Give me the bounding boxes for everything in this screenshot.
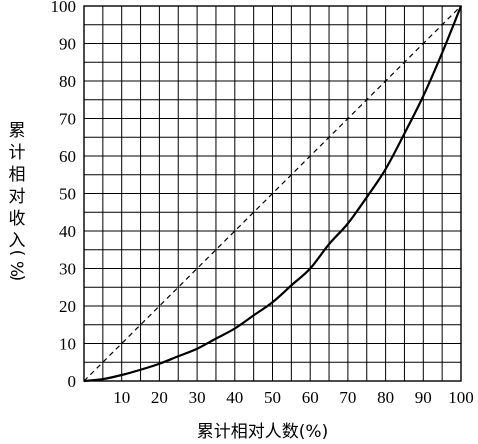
y-axis-label-char: ) <box>7 275 27 282</box>
grid <box>83 5 462 382</box>
y-tick-label: 80 <box>59 72 76 91</box>
y-tick-label: 30 <box>59 260 76 279</box>
x-tick-label: 70 <box>339 388 356 407</box>
y-axis-label-char: 收 <box>9 209 26 229</box>
y-tick-label: 0 <box>68 372 77 391</box>
y-tick-label: 50 <box>59 185 76 204</box>
x-tick-label: 100 <box>448 388 474 407</box>
x-tick-label: 20 <box>151 388 168 407</box>
y-axis-label-char: % <box>6 261 26 277</box>
y-tick-label: 60 <box>59 147 76 166</box>
y-axis-label-char: ( <box>7 250 27 257</box>
y-axis-label-char: 计 <box>9 143 26 163</box>
y-tick-labels: 0 10 20 30 40 50 60 70 80 90 100 <box>51 0 77 391</box>
y-tick-label: 40 <box>59 222 76 241</box>
y-tick-label: 20 <box>59 297 76 316</box>
y-axis-label-char: 相 <box>9 165 26 185</box>
equality-line <box>83 5 462 382</box>
x-tick-labels: 10 20 30 40 50 60 70 80 90 100 <box>113 388 474 407</box>
x-tick-label: 30 <box>189 388 206 407</box>
y-axis-label-char: 累 <box>9 121 26 141</box>
y-tick-label: 10 <box>59 335 76 354</box>
y-axis-label-char: 入 <box>9 231 26 251</box>
x-tick-label: 60 <box>302 388 319 407</box>
x-tick-label: 10 <box>113 388 130 407</box>
x-tick-label: 40 <box>226 388 243 407</box>
y-tick-label: 70 <box>59 110 76 129</box>
plot-frame <box>83 5 462 382</box>
x-tick-label: 50 <box>264 388 281 407</box>
y-tick-label: 90 <box>59 35 76 54</box>
y-axis-label-char: 对 <box>9 187 26 207</box>
y-tick-label: 100 <box>51 0 77 16</box>
x-axis-label: 累计相对人数(%) <box>197 422 328 442</box>
lorenz-curve <box>83 5 463 383</box>
series-group <box>83 5 463 383</box>
x-tick-label: 80 <box>377 388 394 407</box>
x-tick-label: 90 <box>415 388 432 407</box>
